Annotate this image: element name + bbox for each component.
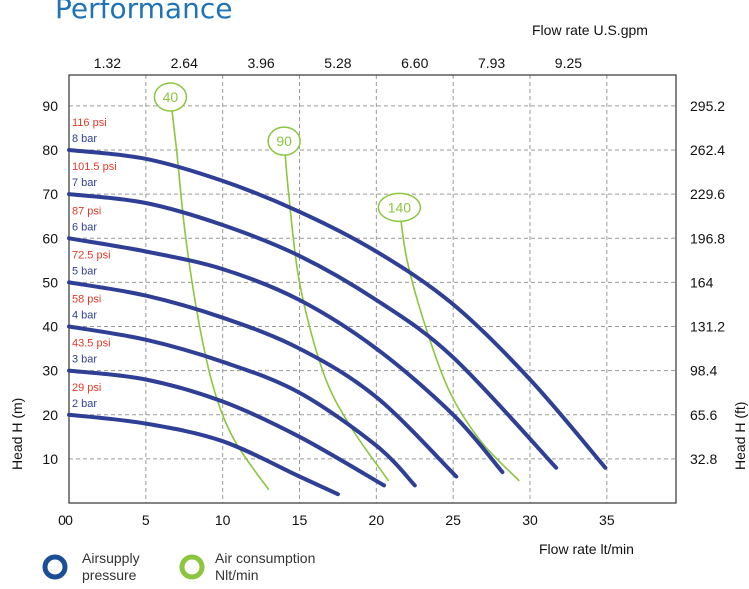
plot-frame bbox=[68, 74, 677, 504]
x-tick-label: 35 bbox=[599, 512, 615, 528]
pressure-bar-label: 5 bar bbox=[72, 265, 97, 277]
x-top-tick-label: 6.60 bbox=[401, 55, 428, 71]
legend-air-marker bbox=[179, 554, 205, 580]
y-tick-label: 90 bbox=[42, 98, 58, 114]
y-tick-label: 10 bbox=[42, 451, 58, 467]
y-tick-label: 30 bbox=[42, 363, 58, 379]
pressure-bar-label: 4 bar bbox=[72, 310, 97, 322]
air-curve-label: 140 bbox=[388, 199, 412, 215]
x-tick-label: 20 bbox=[369, 512, 385, 528]
x-tick-label: 15 bbox=[292, 512, 308, 528]
pressure-bar-label: 3 bar bbox=[72, 354, 97, 366]
grid bbox=[69, 75, 676, 503]
legend: Airsupply pressure Air consumption Nlt/m… bbox=[42, 550, 315, 583]
y-right-tick-label: 131.2 bbox=[690, 319, 725, 335]
air-curve-badge bbox=[377, 192, 422, 223]
y-right-tick-label: 164 bbox=[690, 274, 714, 290]
legend-air-line1: Air consumption bbox=[215, 550, 315, 566]
left-axis-label: Head H (m) bbox=[9, 398, 25, 470]
pressure-curve-7-bar bbox=[67, 192, 559, 470]
pressure-psi-label: 87 psi bbox=[72, 205, 101, 217]
pressure-curve-8-bar bbox=[67, 148, 608, 470]
legend-pressure-marker bbox=[42, 554, 68, 580]
x-tick-label: 10 bbox=[215, 512, 231, 528]
y-tick-label: 40 bbox=[42, 319, 58, 335]
x-top-tick-label: 2.64 bbox=[171, 55, 198, 71]
x-origin-label: 0 bbox=[58, 512, 66, 528]
pressure-psi-label: 72.5 psi bbox=[72, 249, 111, 261]
legend-pressure-line1: Airsupply bbox=[82, 550, 140, 566]
y-right-tick-label: 262.4 bbox=[690, 142, 725, 158]
pressure-psi-label: 101.5 psi bbox=[72, 161, 117, 173]
pressure-bar-label: 8 bar bbox=[72, 133, 97, 145]
x-top-tick-label: 3.96 bbox=[247, 55, 274, 71]
y-tick-label: 20 bbox=[42, 407, 58, 423]
x-tick-label: 30 bbox=[522, 512, 538, 528]
pressure-bar-label: 2 bar bbox=[72, 398, 97, 410]
y-right-tick-label: 196.8 bbox=[690, 230, 725, 246]
pressure-curve-6-bar bbox=[67, 236, 505, 475]
air-curve-90 bbox=[283, 141, 390, 482]
x-top-tick-label: 5.28 bbox=[324, 55, 351, 71]
x-tick-label: 5 bbox=[142, 512, 150, 528]
y-right-tick-label: 98.4 bbox=[690, 363, 717, 379]
x-tick-label: 25 bbox=[445, 512, 461, 528]
pressure-curve-3-bar bbox=[67, 368, 386, 488]
y-right-tick-label: 65.6 bbox=[690, 407, 717, 423]
top-axis-label: Flow rate U.S.gpm bbox=[532, 22, 648, 38]
air-curve-badge bbox=[267, 126, 301, 156]
y-tick-label: 70 bbox=[42, 186, 58, 202]
pressure-bar-label: 6 bar bbox=[72, 221, 97, 233]
air-curve-label: 90 bbox=[276, 133, 292, 149]
pressure-curves bbox=[67, 148, 608, 497]
pressure-bar-label: 7 bar bbox=[72, 177, 97, 189]
y-right-tick-label: 295.2 bbox=[690, 98, 725, 114]
pressure-curve-5-bar bbox=[67, 280, 459, 479]
pressure-curve-2-bar bbox=[67, 412, 340, 497]
pressure-psi-label: 43.5 psi bbox=[72, 338, 111, 350]
chart-title: Performance bbox=[55, 0, 232, 25]
y-right-tick-label: 32.8 bbox=[690, 451, 717, 467]
air-curve-140 bbox=[398, 207, 520, 482]
right-axis-label: Head H (ft) bbox=[732, 402, 748, 470]
air-curve-40 bbox=[169, 97, 270, 491]
x-tick-label: 0 bbox=[65, 512, 73, 528]
air-curve-label: 40 bbox=[163, 89, 179, 105]
y-tick-label: 80 bbox=[42, 142, 58, 158]
pressure-psi-label: 29 psi bbox=[72, 382, 101, 394]
legend-pressure-line2: pressure bbox=[82, 567, 137, 583]
y-tick-label: 60 bbox=[42, 230, 58, 246]
x-top-tick-label: 7.93 bbox=[478, 55, 505, 71]
axis-ticks: 0 5 10 15 20 25 30 35 1.32 2.64 3.96 5.28 6.60 7.93 9.… bbox=[42, 55, 725, 528]
x-top-tick-label: 1.32 bbox=[94, 55, 121, 71]
pressure-labels: 2 bar 29 psi 3 bar 43.5 psi 4 bar 58 psi 5 bar… bbox=[72, 117, 117, 410]
y-tick-label: 50 bbox=[42, 274, 58, 290]
y-right-tick-label: 229.6 bbox=[690, 186, 725, 202]
legend-air-line2: Nlt/min bbox=[215, 567, 259, 583]
bottom-axis-label: Flow rate lt/min bbox=[539, 541, 634, 557]
pressure-curve-4-bar bbox=[67, 324, 417, 488]
air-curve-badge bbox=[153, 82, 188, 112]
x-top-tick-label: 9.25 bbox=[555, 55, 582, 71]
pressure-psi-label: 116 psi bbox=[72, 117, 107, 129]
pressure-psi-label: 58 psi bbox=[72, 294, 101, 306]
